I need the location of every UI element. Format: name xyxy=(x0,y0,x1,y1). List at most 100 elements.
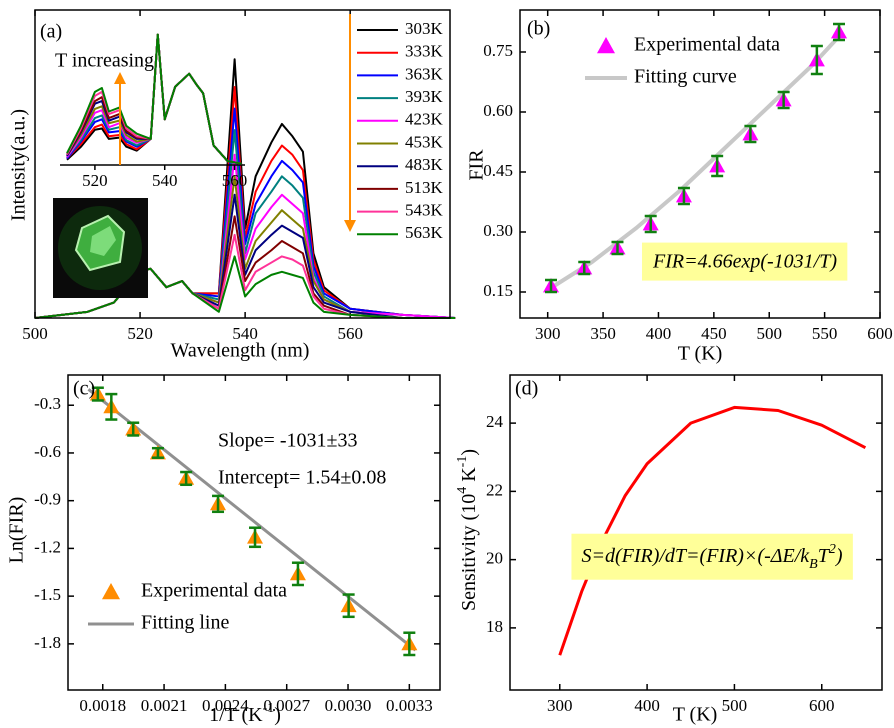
annotation: Slope= -1031±33 xyxy=(218,430,357,452)
y-tick-label: -1.5 xyxy=(34,585,61,604)
legend-label: 333K xyxy=(405,42,444,61)
y-axis-label-part: K xyxy=(458,467,480,487)
error-bar xyxy=(777,90,790,110)
legend-label: Experimental data xyxy=(141,580,287,602)
error-bar xyxy=(91,386,104,402)
y-tick-label: 18 xyxy=(486,617,503,636)
x-axis-label: T (K) xyxy=(673,704,718,726)
legend-label: 453K xyxy=(405,132,444,151)
panel-label: (a) xyxy=(40,21,62,43)
inset-line xyxy=(66,33,242,165)
x-axis-label-part: 1/T (K xyxy=(209,704,263,726)
photo-glow xyxy=(90,226,116,256)
x-axis-label: Wavelength (nm) xyxy=(171,340,310,362)
inset-x-tick-label: 540 xyxy=(152,171,178,190)
error-bar xyxy=(403,631,416,657)
sample-photo xyxy=(53,198,148,298)
plot-frame xyxy=(67,374,441,691)
legend-label: 363K xyxy=(405,64,444,83)
y-axis-label: Ln(FIR) xyxy=(6,497,28,564)
x-tick-label: 500 xyxy=(22,324,48,343)
error-bar xyxy=(249,526,262,549)
y-tick-label: 0.15 xyxy=(483,281,513,300)
panel-label: (d) xyxy=(515,378,538,400)
annotation-part: ) xyxy=(835,545,843,567)
error-bar xyxy=(342,593,355,619)
x-tick-label: 400 xyxy=(634,696,660,715)
legend-label: 543K xyxy=(405,201,444,220)
fit-line xyxy=(87,388,417,652)
annotation: S=d(FIR)/dT=(FIR)×(-ΔE/kBT2) xyxy=(581,542,842,572)
x-tick-label: 0.0027 xyxy=(263,696,310,715)
x-tick-label: 550 xyxy=(812,324,838,343)
x-tick-label: 560 xyxy=(337,324,363,343)
y-tick-label: -0.3 xyxy=(34,394,61,413)
x-tick-label: 520 xyxy=(127,324,153,343)
legend-label: 303K xyxy=(405,19,444,38)
panel-label: (c) xyxy=(73,378,95,400)
legend-label: 563K xyxy=(405,223,444,242)
legend-label: 483K xyxy=(405,155,444,174)
plot-frame xyxy=(34,9,451,319)
annotation: FIR=4.66exp(-1031/T) xyxy=(652,251,837,273)
error-bar xyxy=(180,470,193,487)
x-axis-label: 1/T (K-1) xyxy=(209,701,281,726)
x-tick-label: 0.0033 xyxy=(386,696,433,715)
x-tick-label: 450 xyxy=(701,324,727,343)
legend-marker xyxy=(597,37,615,54)
y-tick-label: 20 xyxy=(486,549,503,568)
annotation-box xyxy=(571,533,853,580)
error-bar xyxy=(744,124,757,144)
error-bar xyxy=(151,446,164,459)
x-tick-label: 540 xyxy=(232,324,258,343)
legend-label: 393K xyxy=(405,87,444,106)
x-tick-label: 300 xyxy=(547,696,573,715)
error-bar xyxy=(545,278,558,294)
error-bar xyxy=(212,494,225,514)
arrow-head xyxy=(344,220,356,232)
x-tick-label: 0.0021 xyxy=(141,696,188,715)
series-line xyxy=(558,405,867,656)
inset-x-tick-label: 560 xyxy=(222,171,248,190)
inset-x-tick-label: 520 xyxy=(82,171,108,190)
y-tick-label: 22 xyxy=(486,480,503,499)
y-axis-label-sup: 4 xyxy=(455,487,470,494)
x-axis-label-part: ) xyxy=(274,704,281,726)
y-tick-label: 0.75 xyxy=(483,41,513,60)
x-tick-label: 500 xyxy=(756,324,782,343)
y-axis-label: Sensitivity (104 K-1) xyxy=(455,449,480,611)
y-tick-label: 24 xyxy=(486,412,504,431)
annotation-box xyxy=(641,242,848,281)
y-axis-label: Intensity(a.u.) xyxy=(8,109,30,221)
error-bar xyxy=(644,214,657,234)
x-tick-label: 500 xyxy=(722,696,748,715)
y-axis-label-sup: -1 xyxy=(455,456,470,468)
panel-label: (b) xyxy=(527,18,550,40)
error-bar xyxy=(578,260,591,276)
y-axis-label-part: ) xyxy=(458,449,480,456)
legend-marker xyxy=(102,583,120,600)
y-tick-label: -1.2 xyxy=(34,537,61,556)
x-tick-label: 350 xyxy=(590,324,616,343)
error-bar xyxy=(711,154,724,178)
fit-line xyxy=(546,32,843,292)
x-tick-label: 600 xyxy=(867,324,893,343)
decoration xyxy=(114,14,356,232)
legend-label: Fitting curve xyxy=(634,66,737,88)
legend-label: 513K xyxy=(405,178,444,197)
legend-label: Experimental data xyxy=(634,34,780,56)
annotation-part: S=d(FIR)/dT=(FIR)×(-ΔE/k xyxy=(581,545,810,567)
x-tick-label: 300 xyxy=(535,324,561,343)
plot-frame xyxy=(509,374,883,691)
x-axis-label-sup: -1 xyxy=(263,701,275,716)
plot-frame xyxy=(519,9,881,319)
y-tick-label: 0.60 xyxy=(483,101,513,120)
annotation-part: T xyxy=(818,545,831,567)
x-axis-label: T (K) xyxy=(678,343,723,365)
x-tick-label: 0.0018 xyxy=(79,696,126,715)
x-tick-label: 0.0024 xyxy=(202,696,249,715)
annotation-sub: B xyxy=(809,557,818,572)
error-bar xyxy=(291,561,304,587)
